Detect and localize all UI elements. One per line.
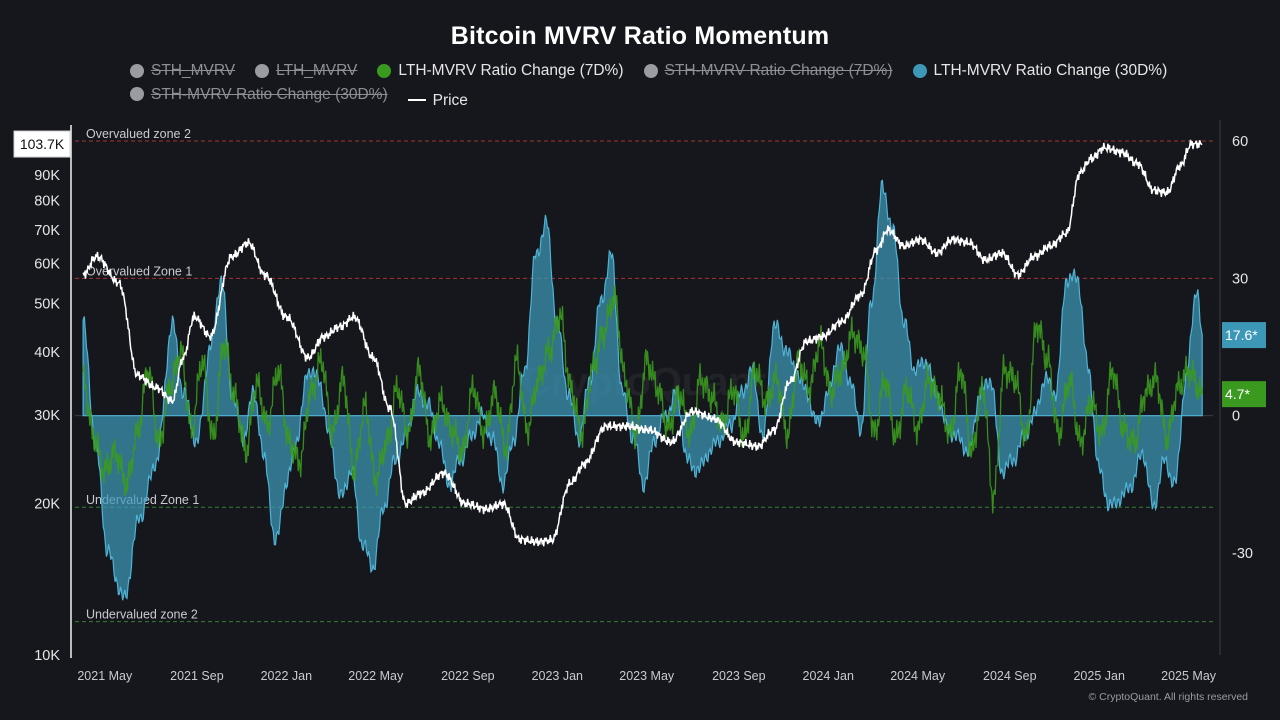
legend-label: LTH-MVRV Ratio Change (7D%) bbox=[398, 62, 624, 79]
left-axis-tick-label: 60K bbox=[34, 257, 60, 273]
right-axis-tick-label: 60 bbox=[1232, 134, 1248, 150]
legend-dot-icon bbox=[912, 63, 927, 78]
legend-dot-icon bbox=[643, 63, 658, 78]
value-badge-label: 4.7* bbox=[1225, 386, 1250, 402]
right-axis-tick-label: 0 bbox=[1232, 409, 1240, 425]
legend-item[interactable]: LTH-MVRV Ratio Change (7D%) bbox=[377, 60, 624, 81]
legend-dot-icon bbox=[130, 63, 144, 78]
x-axis-tick-label: 2021 May bbox=[77, 669, 133, 683]
right-axis-tick-label: -30 bbox=[1232, 546, 1253, 562]
value-badge bbox=[1222, 322, 1266, 349]
x-axis-tick-label: 2023 Sep bbox=[712, 669, 766, 683]
x-axis-tick-label: 2021 Sep bbox=[170, 669, 224, 683]
current-price-badge bbox=[13, 130, 71, 158]
x-axis-tick-label: 2022 Sep bbox=[441, 669, 495, 683]
left-axis-tick-label: 30K bbox=[34, 408, 60, 424]
copyright-footer: © CryptoQuant. All rights reserved bbox=[1088, 691, 1248, 703]
left-axis-tick-label: 40K bbox=[34, 345, 60, 361]
legend-dot-icon bbox=[377, 63, 392, 78]
value-badge-label: 17.6* bbox=[1225, 327, 1258, 343]
left-axis-tick-label: 70K bbox=[34, 223, 60, 239]
left-axis-tick-label: 20K bbox=[34, 497, 60, 513]
legend-item[interactable]: STH-MVRV Ratio Change (30D%) bbox=[130, 84, 388, 105]
left-axis-tick-label: 50K bbox=[34, 296, 60, 312]
reference-line-label: Overvalued zone 2 bbox=[86, 127, 191, 141]
x-axis-tick-label: 2022 May bbox=[348, 669, 404, 683]
lth-30d-area bbox=[82, 179, 1203, 601]
price-line bbox=[82, 139, 1203, 547]
x-axis-tick-label: 2023 Jan bbox=[532, 669, 583, 683]
legend-item[interactable]: STH_MVRV bbox=[130, 60, 235, 81]
legend-label: STH-MVRV Ratio Change (7D%) bbox=[664, 62, 893, 79]
left-axis-tick-label: 10K bbox=[34, 648, 60, 664]
legend-label: LTH_MVRV bbox=[276, 62, 358, 79]
chart-title: Bitcoin MVRV Ratio Momentum bbox=[450, 22, 830, 50]
chart-legend: STH_MVRV LTH_MVRV LTH-MVRV Ratio Change (7… bbox=[130, 60, 1190, 111]
value-badge bbox=[1222, 381, 1266, 408]
legend-item[interactable]: STH-MVRV Ratio Change (7D%) bbox=[643, 60, 893, 81]
legend-item[interactable]: Price bbox=[407, 90, 468, 111]
legend-dot-icon bbox=[130, 87, 144, 101]
right-axis-tick-label: 30 bbox=[1232, 271, 1248, 287]
x-axis-tick-label: 2024 Jan bbox=[803, 669, 854, 683]
x-axis-tick-label: 2024 May bbox=[890, 669, 946, 683]
left-axis-tick-label: 90K bbox=[34, 168, 60, 184]
lth-7d-line bbox=[82, 285, 1203, 514]
x-axis-tick-label: 2025 May bbox=[1161, 669, 1217, 683]
reference-line-label: Undervalued zone 2 bbox=[86, 608, 198, 622]
reference-line-label: Overvalued Zone 1 bbox=[86, 264, 192, 278]
legend-label: STH-MVRV Ratio Change (30D%) bbox=[151, 85, 388, 103]
legend-label: LTH-MVRV Ratio Change (30D%) bbox=[933, 62, 1168, 79]
x-axis-tick-label: 2025 Jan bbox=[1073, 669, 1124, 683]
legend-dot-icon bbox=[255, 63, 270, 78]
current-price-label: 103.7K bbox=[20, 136, 65, 152]
left-axis-tick-label: 80K bbox=[34, 194, 60, 210]
legend-item[interactable]: LTH-MVRV Ratio Change (30D%) bbox=[912, 60, 1168, 81]
x-axis-tick-label: 2023 May bbox=[619, 669, 675, 683]
x-axis-tick-label: 2022 Jan bbox=[261, 669, 312, 683]
legend-line-icon bbox=[407, 99, 426, 101]
legend-label: STH_MVRV bbox=[151, 62, 236, 79]
legend-label: Price bbox=[432, 91, 468, 109]
legend-item[interactable]: LTH_MVRV bbox=[255, 60, 357, 81]
x-axis-tick-label: 2024 Sep bbox=[983, 669, 1037, 683]
